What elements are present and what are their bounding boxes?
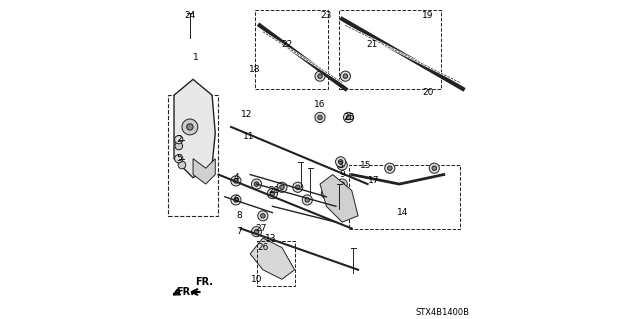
Text: STX4B1400B: STX4B1400B: [415, 308, 469, 317]
Circle shape: [270, 191, 275, 196]
Circle shape: [292, 182, 303, 192]
Text: 5: 5: [176, 154, 182, 163]
Circle shape: [324, 191, 328, 196]
Circle shape: [182, 119, 198, 135]
Circle shape: [296, 185, 300, 189]
Text: 8: 8: [236, 211, 242, 220]
Circle shape: [175, 155, 183, 163]
Circle shape: [343, 74, 348, 78]
Text: 15: 15: [360, 160, 372, 169]
Circle shape: [429, 163, 439, 173]
Circle shape: [335, 157, 346, 167]
Circle shape: [315, 112, 325, 122]
Text: 19: 19: [422, 11, 434, 20]
Circle shape: [321, 189, 332, 199]
Text: 25: 25: [343, 113, 355, 122]
Text: 17: 17: [368, 176, 380, 185]
Circle shape: [340, 163, 344, 167]
Circle shape: [385, 163, 395, 173]
Text: 23: 23: [321, 11, 332, 20]
Circle shape: [432, 166, 436, 170]
Circle shape: [340, 71, 351, 81]
Text: 12: 12: [241, 110, 253, 119]
Text: 22: 22: [281, 40, 292, 49]
Circle shape: [388, 166, 392, 170]
Circle shape: [302, 195, 312, 205]
Circle shape: [280, 185, 284, 189]
Text: 26: 26: [257, 243, 269, 252]
Polygon shape: [250, 238, 294, 279]
Text: 11: 11: [243, 132, 254, 141]
Circle shape: [175, 136, 183, 144]
Circle shape: [187, 124, 193, 130]
Text: 3: 3: [338, 160, 344, 169]
Circle shape: [260, 214, 265, 218]
Text: 18: 18: [249, 65, 260, 74]
Text: 27: 27: [255, 224, 267, 233]
Text: FR.: FR.: [195, 277, 212, 287]
Polygon shape: [193, 159, 215, 184]
Circle shape: [337, 160, 348, 170]
Text: 14: 14: [397, 208, 408, 217]
Circle shape: [318, 115, 322, 120]
Circle shape: [231, 195, 241, 205]
Text: 4: 4: [233, 173, 239, 182]
Circle shape: [346, 115, 351, 120]
Text: 16: 16: [314, 100, 326, 109]
Circle shape: [277, 182, 287, 192]
Circle shape: [258, 211, 268, 221]
Circle shape: [305, 198, 310, 202]
Text: 24: 24: [184, 11, 195, 20]
Text: 20: 20: [422, 87, 433, 97]
Circle shape: [254, 229, 259, 234]
Text: 28: 28: [268, 186, 280, 195]
Circle shape: [260, 245, 265, 250]
Circle shape: [339, 160, 343, 164]
Circle shape: [344, 112, 354, 122]
Circle shape: [318, 74, 322, 78]
Text: 10: 10: [251, 275, 262, 284]
Circle shape: [234, 198, 238, 202]
Circle shape: [337, 179, 348, 189]
Circle shape: [175, 142, 182, 150]
Circle shape: [231, 176, 241, 186]
Circle shape: [252, 226, 262, 237]
Circle shape: [268, 189, 278, 199]
Circle shape: [234, 179, 238, 183]
Circle shape: [315, 71, 325, 81]
Text: 6: 6: [233, 196, 239, 204]
Polygon shape: [320, 174, 358, 222]
Text: 21: 21: [367, 40, 378, 49]
Text: FR.: FR.: [177, 287, 195, 297]
Circle shape: [258, 242, 268, 253]
Text: 1: 1: [193, 53, 199, 62]
Circle shape: [340, 182, 344, 186]
Text: 9: 9: [339, 170, 345, 179]
Text: 7: 7: [236, 227, 242, 236]
Circle shape: [178, 161, 186, 169]
Circle shape: [254, 182, 259, 186]
Text: 13: 13: [265, 234, 276, 242]
Text: 2: 2: [176, 135, 182, 144]
Circle shape: [252, 179, 262, 189]
Polygon shape: [174, 79, 215, 178]
